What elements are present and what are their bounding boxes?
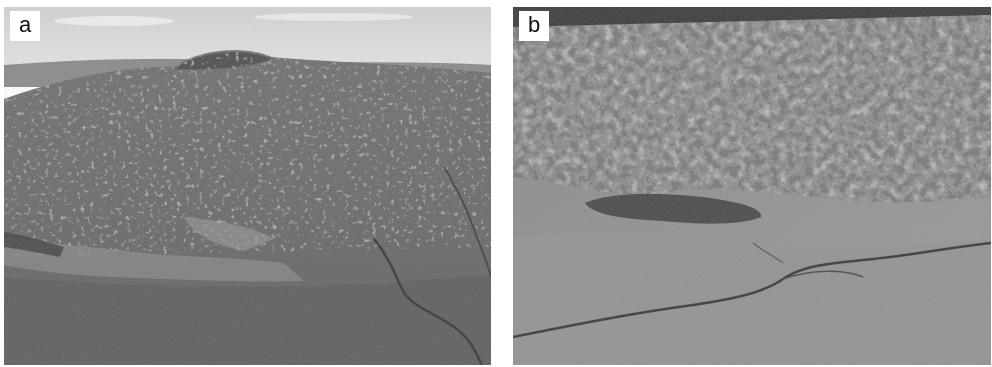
ground-surface-photo bbox=[513, 7, 991, 365]
photo-panel-a: a bbox=[4, 7, 491, 365]
photo-panel-b: b bbox=[513, 7, 991, 365]
panel-label-b: b bbox=[519, 11, 550, 41]
panel-label-a: a bbox=[10, 11, 41, 41]
hill-landscape-photo bbox=[4, 7, 491, 365]
